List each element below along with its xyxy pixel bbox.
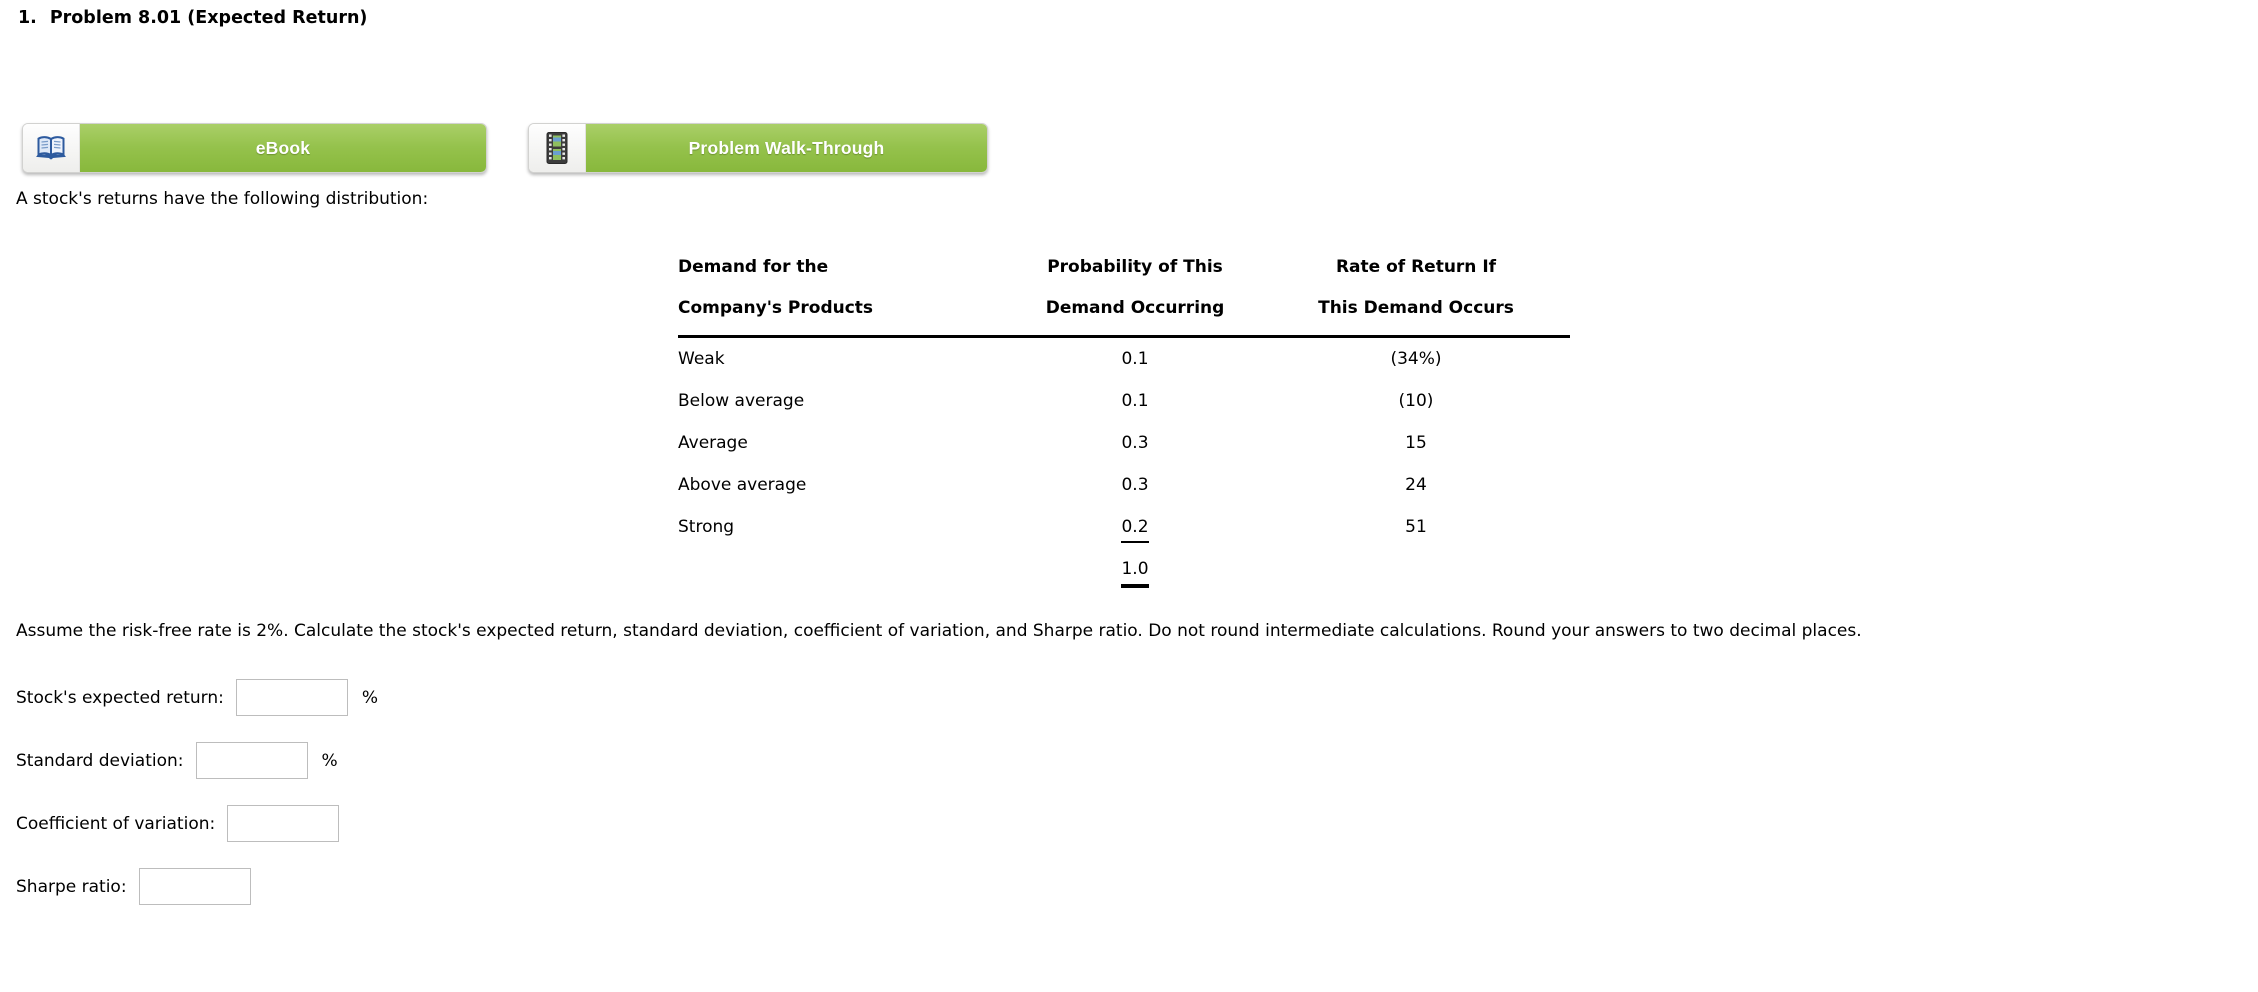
open-book-icon xyxy=(23,124,80,172)
header-rate-line2: This Demand Occurs xyxy=(1318,298,1514,318)
question-text: Assume the risk-free rate is 2%. Calcula… xyxy=(16,621,1862,641)
answer-input[interactable] xyxy=(235,679,348,716)
distribution-table: Demand for the Company's Products Probab… xyxy=(678,247,1570,590)
total-row: 1.0 xyxy=(678,548,1570,590)
toolbar: eBook Problem Walk-Through xyxy=(22,123,2242,173)
rate-cell: 51 xyxy=(1405,517,1427,537)
answer-input[interactable] xyxy=(195,742,308,779)
header-probability-line2: Demand Occurring xyxy=(1045,298,1225,318)
header-probability-line1: Probability of This xyxy=(1047,257,1223,277)
rate-cell: 15 xyxy=(1405,433,1427,453)
rate-cell: 24 xyxy=(1405,475,1427,495)
table-row: Below average 0.1 (10) xyxy=(678,380,1570,422)
probability-cell: 0.1 xyxy=(1008,380,1262,422)
probability-cell: 0.1 xyxy=(1008,337,1262,381)
probability-value: 0.1 xyxy=(1121,391,1149,411)
page-title: 1. Problem 8.01 (Expected Return) xyxy=(18,8,2242,28)
answer-row: Stock's expected return: % xyxy=(16,679,2242,716)
ebook-button-label: eBook xyxy=(80,124,486,172)
table-row: Weak 0.1 (34%) xyxy=(678,337,1570,381)
header-demand-line2: Company's Products xyxy=(678,298,874,318)
answer-section: Stock's expected return: % Standard devi… xyxy=(16,679,2242,905)
probability-value: 0.3 xyxy=(1121,475,1149,495)
answer-row: Sharpe ratio: xyxy=(16,868,2242,905)
probability-value: 0.3 xyxy=(1121,433,1149,453)
probability-cell: 0.2 xyxy=(1008,506,1262,548)
table-row: Average 0.3 15 xyxy=(678,422,1570,464)
probability-value: 0.1 xyxy=(1121,349,1149,369)
demand-cell: Below average xyxy=(678,391,805,411)
demand-cell: Strong xyxy=(678,517,735,537)
answer-label: Stock's expected return: xyxy=(16,687,224,708)
answer-input[interactable] xyxy=(138,868,251,905)
total-probability-cell: 1.0 xyxy=(1008,548,1262,590)
answer-row: Coefficient of variation: xyxy=(16,805,2242,842)
demand-cell: Average xyxy=(678,433,748,453)
intro-text: A stock's returns have the following dis… xyxy=(16,189,429,209)
problem-walkthrough-button-label: Problem Walk-Through xyxy=(586,124,987,172)
answer-label: Coefficient of variation: xyxy=(16,813,216,834)
probability-cell: 0.3 xyxy=(1008,464,1262,506)
total-probability-value: 1.0 xyxy=(1121,558,1149,588)
rate-cell: (10) xyxy=(1398,391,1434,411)
answer-input[interactable] xyxy=(227,805,340,842)
film-strip-icon xyxy=(529,124,586,172)
demand-cell: Weak xyxy=(678,349,725,369)
answer-label: Standard deviation: xyxy=(16,750,184,771)
answer-row: Standard deviation: % xyxy=(16,742,2242,779)
table-row: Strong 0.2 51 xyxy=(678,506,1570,548)
header-rate: Rate of Return If This Demand Occurs xyxy=(1262,247,1570,338)
header-probability: Probability of This Demand Occurring xyxy=(1008,247,1262,338)
problem-walkthrough-button[interactable]: Problem Walk-Through xyxy=(528,123,988,173)
demand-cell: Above average xyxy=(678,475,807,495)
problem-title: Problem 8.01 (Expected Return) xyxy=(49,8,368,28)
probability-value: 0.2 xyxy=(1121,516,1149,543)
rate-cell: (34%) xyxy=(1390,349,1442,369)
header-rate-line1: Rate of Return If xyxy=(1335,257,1497,277)
header-demand: Demand for the Company's Products xyxy=(678,247,1008,338)
table-row: Above average 0.3 24 xyxy=(678,464,1570,506)
header-demand-line1: Demand for the xyxy=(678,257,829,277)
answer-suffix: % xyxy=(361,687,378,708)
answer-suffix: % xyxy=(321,750,338,771)
ebook-button[interactable]: eBook xyxy=(22,123,487,173)
answer-label: Sharpe ratio: xyxy=(16,876,127,897)
probability-cell: 0.3 xyxy=(1008,422,1262,464)
problem-number: 1. xyxy=(18,8,37,28)
